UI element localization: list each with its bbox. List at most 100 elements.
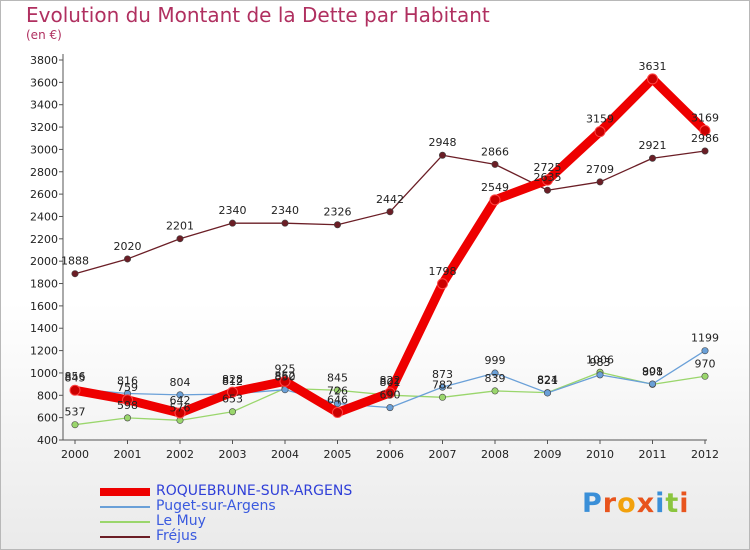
data-point	[333, 221, 341, 229]
y-tick-label: 2800	[30, 166, 58, 179]
data-label: 845	[327, 371, 348, 384]
data-point	[124, 414, 132, 422]
data-point	[333, 400, 341, 408]
data-point	[386, 208, 394, 216]
y-tick-label: 1600	[30, 300, 58, 313]
data-point	[279, 375, 291, 387]
data-label: 3631	[639, 60, 667, 73]
data-point	[438, 383, 446, 391]
data-label: 653	[222, 393, 243, 406]
data-label: 804	[170, 376, 191, 389]
data-label: 1199	[691, 332, 719, 345]
data-label: 856	[65, 370, 86, 383]
y-tick-label: 2000	[30, 255, 58, 268]
data-point	[543, 389, 551, 397]
x-tick-label: 2002	[166, 448, 194, 461]
data-point	[594, 126, 606, 138]
legend-swatch	[100, 536, 150, 538]
logo-letter: i	[655, 488, 666, 519]
x-tick-label: 2011	[639, 448, 667, 461]
data-label: 1798	[429, 265, 457, 278]
data-point	[647, 73, 658, 85]
data-label: 1888	[61, 255, 89, 268]
y-tick-label: 1200	[30, 345, 58, 358]
data-label: 873	[432, 368, 453, 381]
x-tick-label: 2003	[219, 448, 247, 461]
data-label: 812	[222, 375, 243, 388]
x-tick-label: 2004	[271, 448, 299, 461]
data-label: 901	[642, 365, 663, 378]
data-label: 726	[327, 385, 348, 398]
data-label: 1006	[586, 353, 614, 366]
y-tick-label: 3400	[30, 99, 58, 112]
data-point	[386, 404, 394, 412]
data-label: 970	[695, 357, 716, 370]
logo-letter: o	[617, 488, 637, 519]
data-label: 690	[380, 389, 401, 402]
data-label: 2866	[481, 145, 509, 158]
data-label: 839	[485, 372, 506, 385]
data-point	[174, 407, 186, 419]
logo-letter: P	[582, 488, 603, 519]
y-tick-label: 1400	[30, 322, 58, 335]
y-tick-label: 800	[37, 389, 58, 402]
data-label: 822	[380, 374, 401, 387]
data-point	[332, 407, 343, 419]
data-label: 537	[65, 406, 86, 419]
legend-swatch	[100, 506, 150, 508]
data-point	[229, 219, 237, 227]
data-label: 816	[117, 375, 138, 388]
logo-letter: i	[679, 488, 690, 519]
data-point	[384, 387, 396, 399]
data-label: 2948	[429, 136, 457, 149]
data-label: 824	[537, 374, 558, 387]
data-point	[543, 186, 551, 194]
data-point	[437, 278, 448, 290]
data-label: 642	[170, 394, 191, 407]
data-label: 801	[380, 376, 401, 389]
data-label: 2921	[639, 139, 667, 152]
y-tick-label: 600	[37, 412, 58, 425]
data-label: 2986	[691, 132, 719, 145]
x-tick-label: 2000	[61, 448, 89, 461]
data-label: 646	[327, 394, 348, 407]
logo-letter: t	[665, 488, 680, 519]
chart-title: Evolution du Montant de la Dette par Hab…	[26, 3, 490, 27]
data-point	[701, 147, 709, 155]
data-label: 2340	[271, 204, 299, 217]
y-tick-label: 3200	[30, 121, 58, 134]
data-point	[176, 235, 184, 243]
y-tick-label: 3800	[30, 54, 58, 67]
data-label: 782	[432, 378, 453, 391]
data-point	[333, 386, 341, 394]
data-point	[542, 174, 553, 186]
data-point	[491, 160, 499, 168]
data-label: 925	[275, 362, 296, 375]
data-label: 2709	[586, 163, 614, 176]
data-point	[438, 151, 446, 159]
data-label: 850	[275, 371, 296, 384]
data-point	[122, 394, 133, 406]
data-point	[71, 270, 79, 278]
legend-label: Le Muy	[156, 513, 206, 529]
legend-swatch	[100, 488, 150, 496]
data-label: 2340	[219, 204, 247, 217]
x-tick-label: 2012	[691, 448, 719, 461]
logo-letter: r	[602, 488, 618, 519]
data-point	[596, 178, 604, 186]
x-tick-label: 2005	[324, 448, 352, 461]
x-tick-label: 2008	[481, 448, 509, 461]
y-tick-label: 400	[37, 434, 58, 447]
x-tick-label: 2009	[534, 448, 562, 461]
data-label: 2201	[166, 220, 194, 233]
data-label: 3169	[691, 112, 719, 125]
data-point	[227, 386, 238, 398]
data-label: 821	[537, 374, 558, 387]
chart-subtitle: (en €)	[26, 28, 62, 42]
data-point	[701, 347, 709, 355]
y-tick-label: 2200	[30, 233, 58, 246]
data-label: 862	[275, 369, 296, 382]
data-label: 898	[642, 365, 663, 378]
